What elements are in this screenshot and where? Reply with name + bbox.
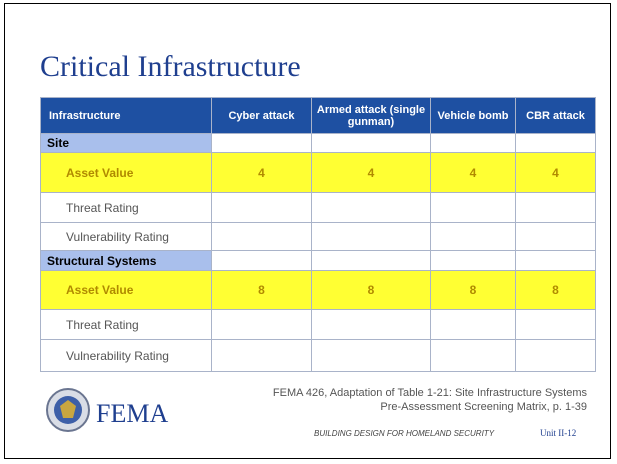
fema-logo: FEMA — [46, 388, 168, 432]
slide-title: Critical Infrastructure — [40, 50, 301, 83]
empty-cell — [211, 133, 312, 153]
empty-cell — [311, 222, 431, 251]
empty-cell — [430, 192, 516, 223]
empty-cell — [211, 309, 312, 340]
column-header: Cyber attack — [211, 97, 312, 134]
value-cell: 4 — [515, 152, 596, 193]
value-cell: 8 — [211, 270, 312, 310]
empty-cell — [311, 339, 431, 372]
value-cell: 8 — [430, 270, 516, 310]
empty-cell — [515, 192, 596, 223]
empty-cell — [211, 339, 312, 372]
empty-cell — [311, 250, 431, 271]
logo-text: FEMA — [96, 399, 168, 428]
value-cell: 4 — [211, 152, 312, 193]
value-cell: 8 — [515, 270, 596, 310]
asset-row: Asset Value 4 4 4 4 — [40, 152, 596, 193]
empty-cell — [515, 133, 596, 153]
row-label: Threat Rating — [40, 192, 212, 223]
empty-cell — [515, 222, 596, 251]
citation-line: FEMA 426, Adaptation of Table 1-21: Site… — [272, 387, 587, 399]
empty-cell — [430, 222, 516, 251]
empty-cell — [430, 133, 516, 153]
empty-cell — [211, 192, 312, 223]
rating-row: Threat Rating — [40, 192, 596, 223]
section-name: Structural Systems — [40, 250, 212, 271]
row-label: Vulnerability Rating — [40, 339, 212, 372]
slide-frame — [4, 3, 611, 459]
section-row: Site — [40, 133, 596, 153]
column-header: Armed attack (single gunman) — [311, 97, 431, 134]
empty-cell — [430, 309, 516, 340]
rating-row: Threat Rating — [40, 309, 596, 340]
matrix-table: Infrastructure Cyber attack Armed attack (… — [40, 97, 596, 372]
empty-cell — [311, 133, 431, 153]
empty-cell — [311, 309, 431, 340]
citation-line: Pre-Assessment Screening Matrix, p. 1-39 — [380, 401, 587, 413]
rating-row: Vulnerability Rating — [40, 222, 596, 251]
section-name: Site — [40, 133, 212, 153]
value-cell: 4 — [430, 152, 516, 193]
column-header: CBR attack — [515, 97, 596, 134]
empty-cell — [211, 222, 312, 251]
empty-cell — [515, 309, 596, 340]
column-header: Infrastructure — [40, 97, 212, 134]
course-name: BUILDING DESIGN FOR HOMELAND SECURITY — [314, 429, 495, 438]
unit-number: Unit II-12 — [540, 428, 577, 438]
empty-cell — [515, 339, 596, 372]
empty-cell — [311, 192, 431, 223]
value-cell: 8 — [311, 270, 431, 310]
row-label: Threat Rating — [40, 309, 212, 340]
empty-cell — [430, 339, 516, 372]
row-label: Vulnerability Rating — [40, 222, 212, 251]
section-row: Structural Systems — [40, 250, 596, 271]
eagle — [60, 400, 76, 418]
empty-cell — [430, 250, 516, 271]
header-row: Infrastructure Cyber attack Armed attack (… — [40, 97, 596, 134]
asset-row: Asset Value 8 8 8 8 — [40, 270, 596, 310]
rating-row: Vulnerability Rating — [40, 339, 596, 372]
column-header: Vehicle bomb — [430, 97, 516, 134]
empty-cell — [515, 250, 596, 271]
row-label: Asset Value — [40, 270, 212, 310]
row-label: Asset Value — [40, 152, 212, 193]
empty-cell — [211, 250, 312, 271]
value-cell: 4 — [311, 152, 431, 193]
